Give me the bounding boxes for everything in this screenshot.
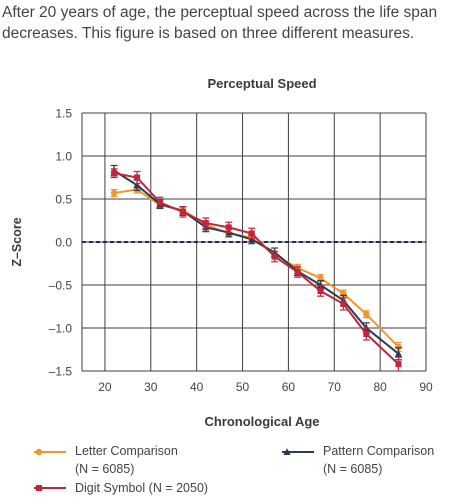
- series-line: [113, 188, 400, 348]
- x-tick-label: 20: [98, 380, 112, 394]
- x-tick-label: 30: [144, 380, 158, 394]
- data-point: [202, 220, 209, 227]
- x-tick-label: 60: [282, 380, 296, 394]
- data-point: [110, 189, 118, 197]
- legend-label-pattern-comparison: Pattern Comparison: [323, 444, 435, 458]
- data-point: [363, 311, 370, 318]
- legend-item-letter-comparison: Letter Comparison (N = 6085): [75, 442, 178, 478]
- chart-title: Perceptual Speed: [207, 76, 316, 91]
- data-point: [134, 174, 141, 181]
- x-tick-label: 40: [190, 380, 204, 394]
- y-tick-label: –1.5: [49, 365, 73, 379]
- grid-lines: [81, 112, 427, 372]
- series-letter-comparison: [110, 185, 402, 352]
- x-tick-label: 90: [419, 380, 433, 394]
- legend-sub-digit-symbol: (N = 2050): [148, 481, 209, 495]
- data-point: [225, 224, 232, 231]
- data-point: [317, 274, 324, 282]
- data-point: [394, 350, 403, 357]
- y-tick-label: 1.0: [55, 150, 72, 164]
- legend-label-letter-comparison: Letter Comparison: [75, 444, 178, 458]
- axes: 1.5 1.0 0.5 0.0 –0.5 –1.0 –1.5 20 30 40 50 60 70 80 90: [49, 107, 433, 395]
- data-point: [111, 170, 118, 177]
- x-axis-label: Chronological Age: [204, 414, 319, 429]
- series-digit-symbol: [110, 168, 402, 372]
- legend-label-digit-symbol: Digit Symbol: [75, 481, 146, 495]
- y-tick-label: –0.5: [49, 279, 73, 293]
- x-tick-label: 50: [236, 380, 250, 394]
- series-pattern-comparison: [110, 164, 403, 361]
- legend-sub-pattern-comparison: (N = 6085): [323, 462, 383, 476]
- y-tick-label: 0.5: [55, 193, 72, 207]
- data-point: [179, 208, 186, 215]
- data-point: [271, 253, 278, 260]
- data-point: [340, 300, 347, 307]
- x-tick-label: 80: [373, 380, 387, 394]
- figure-caption: After 20 years of age, the perceptual sp…: [2, 4, 438, 42]
- data-point: [395, 343, 402, 351]
- data-point: [294, 269, 301, 276]
- legend-sub-letter-comparison: (N = 6085): [75, 462, 135, 476]
- data-point: [395, 361, 402, 368]
- data-series: [110, 164, 403, 372]
- data-point: [156, 199, 163, 206]
- legend-item-pattern-comparison: Pattern Comparison (N = 6085): [323, 442, 434, 478]
- x-tick-label: 70: [328, 380, 342, 394]
- legend-item-digit-symbol: Digit Symbol (N = 2050): [75, 479, 208, 497]
- data-point: [363, 331, 370, 338]
- y-tick-label: 0.0: [55, 236, 72, 250]
- data-point: [248, 230, 255, 237]
- y-tick-label: 1.5: [55, 107, 72, 121]
- y-tick-label: –1.0: [49, 322, 73, 336]
- data-point: [133, 181, 141, 189]
- y-axis-label: Z–Score: [10, 217, 24, 266]
- data-point: [317, 288, 324, 295]
